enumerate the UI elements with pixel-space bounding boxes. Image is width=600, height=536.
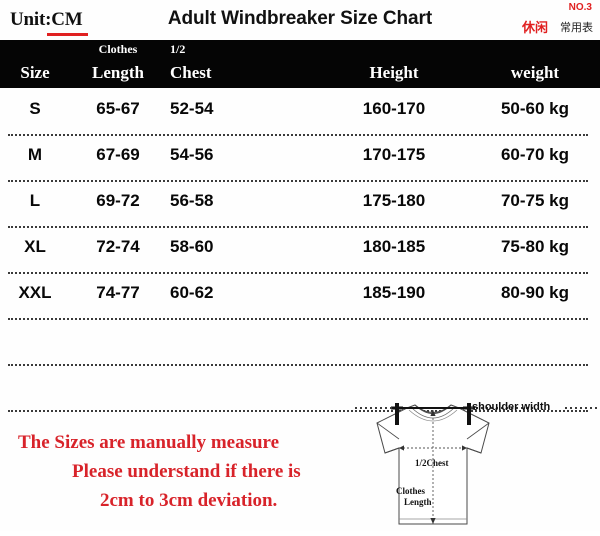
- column-header-chest-sub: 1/2: [170, 42, 186, 56]
- cell-height: 180-185: [362, 237, 426, 256]
- cell-size: L: [29, 191, 41, 210]
- column-header-weight: weight: [510, 63, 560, 82]
- row-separator: [8, 364, 588, 366]
- cell-length: 67-69: [96, 145, 140, 164]
- cell-height: 175-180: [362, 191, 426, 210]
- table-row: XL 72-74 58-60 180-185 75-80 kg: [0, 226, 600, 272]
- cell-weight: 80-90 kg: [500, 283, 570, 302]
- page-title: Adult Windbreaker Size Chart: [167, 8, 433, 29]
- cell-size: XXL: [18, 283, 52, 302]
- document-header: Unit:CM Adult Windbreaker Size Chart NO.…: [0, 0, 600, 40]
- unit-label: Unit:CM: [10, 9, 83, 30]
- cell-height: 170-175: [362, 145, 426, 164]
- corner-number: NO.3: [568, 2, 592, 13]
- shoulder-width-label: shoulder width: [472, 401, 551, 413]
- cell-chest: 60-62: [170, 283, 214, 302]
- cell-weight: 70-75 kg: [500, 191, 570, 210]
- cell-chest: 54-56: [170, 145, 214, 164]
- half-chest-label: 1/2Chest: [415, 458, 449, 468]
- clothes-length-label-1: Clothes: [396, 486, 425, 496]
- cell-size: XL: [24, 237, 46, 256]
- note-line-1: The Sizes are manually measure: [18, 432, 280, 453]
- cell-weight: 60-70 kg: [500, 145, 570, 164]
- row-separator: [8, 410, 588, 412]
- cell-weight: 50-60 kg: [500, 99, 570, 118]
- tshirt-icon: [0, 403, 598, 525]
- cell-height: 160-170: [362, 99, 426, 118]
- corner-tag-black: 常用表: [560, 21, 593, 34]
- cell-size: S: [29, 99, 41, 118]
- cell-weight: 75-80 kg: [500, 237, 570, 256]
- cell-length: 65-67: [96, 99, 140, 118]
- row-separator: [8, 226, 588, 228]
- row-separator: [8, 272, 588, 274]
- cell-chest: 52-54: [170, 99, 214, 118]
- clothes-length-label-2: Length: [404, 497, 432, 507]
- tshirt-diagram: shoulder width 1/2Chest Clothes Length: [0, 398, 600, 531]
- row-separator: [8, 318, 588, 320]
- table-row: XXL 74-77 60-62 185-190 80-90 kg: [0, 272, 600, 318]
- note-line-3: 2cm to 3cm deviation.: [100, 490, 278, 511]
- row-separator: [8, 134, 588, 136]
- cell-length: 72-74: [96, 237, 140, 256]
- column-header-length: Length: [92, 63, 144, 82]
- cell-chest: 56-58: [170, 191, 214, 210]
- cell-chest: 58-60: [170, 237, 214, 256]
- column-header-chest: Chest: [170, 63, 212, 82]
- table-row: L 69-72 56-58 175-180 70-75 kg: [0, 180, 600, 226]
- cell-length: 69-72: [96, 191, 140, 210]
- column-header-length-sub: Clothes: [98, 42, 138, 56]
- row-separator: [8, 180, 588, 182]
- cell-height: 185-190: [362, 283, 426, 302]
- note-line-2: Please understand if there is: [72, 461, 301, 482]
- cell-length: 74-77: [96, 283, 140, 302]
- table-row: S 65-67 52-54 160-170 50-60 kg: [0, 88, 600, 134]
- column-header-size: Size: [20, 63, 50, 82]
- table-header-row: Size Clothes Length 1/2 Chest Height wei…: [0, 40, 600, 88]
- cell-size: M: [27, 145, 43, 164]
- column-header-height: Height: [369, 63, 419, 82]
- corner-tag-red: 休闲: [521, 21, 548, 36]
- table-row: M 67-69 54-56 170-175 60-70 kg: [0, 134, 600, 180]
- unit-underline: [47, 33, 88, 36]
